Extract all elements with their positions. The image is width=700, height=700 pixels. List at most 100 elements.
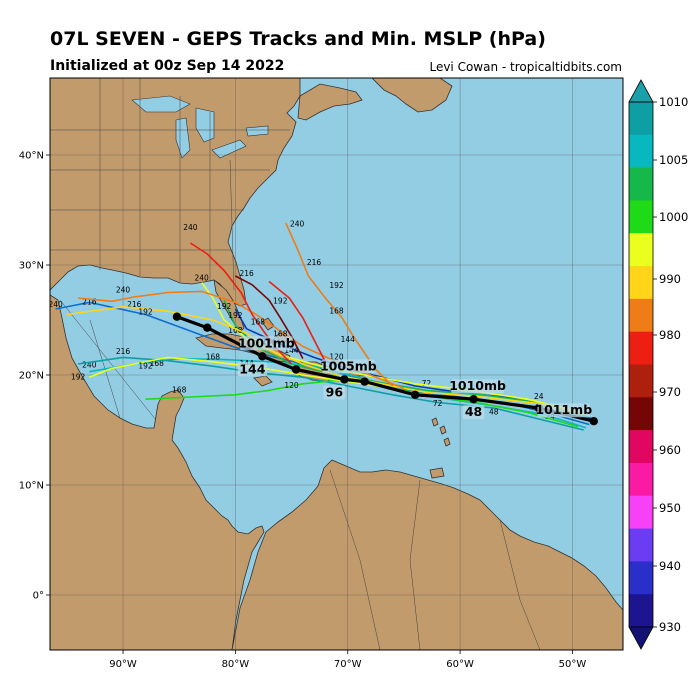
lesser-antilles-land	[431, 417, 451, 447]
mean-track-label: 1011mb	[535, 402, 592, 417]
colorbar-tick-label: 1005	[659, 153, 688, 167]
colorbar-segment	[629, 594, 653, 628]
colorbar-segment	[629, 561, 653, 595]
map-credit: Levi Cowan - tropicaltidbits.com	[429, 60, 622, 74]
member-hour-label: 120	[284, 381, 299, 390]
mean-track-point	[360, 377, 369, 386]
member-hour-label: 72	[422, 379, 432, 388]
member-hour-label: 216	[127, 300, 142, 309]
mean-track-point	[172, 312, 182, 321]
member-hour-label: 192	[329, 281, 344, 290]
member-hour-label: 192	[71, 372, 86, 381]
member-hour-label: 192	[228, 311, 243, 320]
member-hour-label: 216	[307, 258, 322, 267]
colorbar-segment	[629, 364, 653, 398]
mean-track-line	[176, 315, 595, 423]
member-hour-label: 240	[116, 286, 131, 295]
member-hour-label: 240	[195, 273, 210, 282]
colorbar-tick-label: 930	[659, 620, 681, 634]
axis-labels: 90°W 80°W 70°W 60°W 50°W 0° 10°N 20°N 30°N 40°N	[19, 151, 587, 671]
member-hour-label: 192	[273, 297, 288, 306]
pressure-colorbar: 1010 1005 1000 990 980 970 960 950 940 930	[628, 79, 688, 650]
lon-tick-label: 60°W	[446, 659, 474, 670]
jamaica-land	[253, 375, 273, 387]
lat-tick-label: 0°	[33, 591, 44, 602]
member-hour-label: 240	[183, 223, 198, 232]
member-hour-label: 168	[206, 353, 221, 362]
lon-tick-label: 90°W	[109, 659, 137, 670]
colorbar-tick-label: 980	[659, 328, 681, 342]
mean-track-point	[469, 395, 478, 404]
member-track	[66, 306, 584, 416]
great-lakes	[131, 95, 269, 159]
mean-track-point	[258, 352, 267, 361]
colorbar-segment	[629, 102, 653, 136]
mean-track-point	[410, 390, 420, 399]
colorbar-frame	[628, 101, 654, 628]
mean-track-label: 1001mb	[238, 335, 295, 350]
member-hour-label: 216	[82, 298, 97, 307]
member-hour-label: 192	[138, 308, 153, 317]
map-title: 07L SEVEN - GEPS Tracks and Min. MSLP (h…	[50, 28, 546, 50]
member-track	[235, 275, 304, 359]
member-hour-label: 168	[329, 306, 344, 315]
colorbar-tick-label: 1010	[659, 95, 688, 109]
colorbar-tick-label: 960	[659, 443, 681, 457]
lat-tick-label: 30°N	[19, 261, 44, 272]
colorbar-tick-label: 950	[659, 501, 681, 515]
member-hour-label: 216	[116, 347, 131, 356]
colorbar-segment	[629, 397, 653, 431]
nova-scotia-land	[297, 83, 363, 121]
florida-land	[213, 279, 245, 333]
colorbar-segment	[629, 528, 653, 562]
colorbar-tick-label: 970	[659, 385, 681, 399]
lat-tick-label: 40°N	[19, 151, 44, 162]
member-hour-label: 168	[251, 317, 266, 326]
mean-track-label: 144	[239, 361, 265, 376]
lat-tick-label: 10°N	[19, 481, 44, 492]
member-hour-label: 72	[433, 399, 443, 408]
colorbar-bottom-arrow	[628, 626, 654, 650]
south-america-land	[231, 459, 623, 650]
mean-track-label: 1005mb	[320, 358, 377, 373]
colorbar-segment	[629, 233, 653, 267]
mean-track-label: 96	[326, 384, 344, 399]
member-hour-label: 144	[341, 335, 356, 344]
lon-tick-label: 80°W	[222, 659, 250, 670]
member-hour-label: 240	[290, 220, 305, 229]
mean-label-box	[321, 359, 375, 374]
colorbar-segment	[629, 298, 653, 333]
mean-track-point	[291, 365, 301, 374]
colorbar-segment	[629, 462, 653, 497]
member-hour-label: 48	[489, 408, 499, 417]
member-track	[268, 280, 327, 363]
member-hour-label: 192	[217, 302, 232, 311]
member-hour-label: 216	[239, 269, 254, 278]
colorbar-segment	[629, 167, 653, 201]
colorbar-segment	[629, 266, 653, 300]
colorbar-top-arrow	[628, 79, 654, 103]
map-frame	[49, 77, 624, 651]
member-hour-label: 192	[138, 361, 153, 370]
mexico-central-america-land	[50, 294, 265, 650]
mean-label-box	[462, 405, 485, 420]
colorbar-segment	[629, 430, 653, 464]
member-hour-label: 168	[273, 330, 288, 339]
member-hour-label: 168	[150, 359, 165, 368]
member-track	[89, 356, 393, 389]
trinidad-land	[429, 467, 445, 479]
member-hour-label: 240	[48, 300, 63, 309]
state-borders	[50, 78, 541, 650]
map-subtitle: Initialized at 00z Sep 14 2022	[50, 58, 285, 74]
mean-label-box	[451, 379, 504, 394]
mean-track-point	[589, 417, 598, 426]
member-hour-label: 24	[534, 392, 544, 401]
north-america-land	[50, 78, 301, 307]
member-hour-label: 168	[228, 326, 243, 335]
colorbar-tick-label: 940	[659, 559, 681, 573]
mean-track-label: 1010mb	[449, 378, 506, 393]
colorbar-segment	[629, 134, 653, 169]
member-hour-label: 168	[172, 386, 187, 395]
newfoundland-land	[371, 78, 453, 113]
